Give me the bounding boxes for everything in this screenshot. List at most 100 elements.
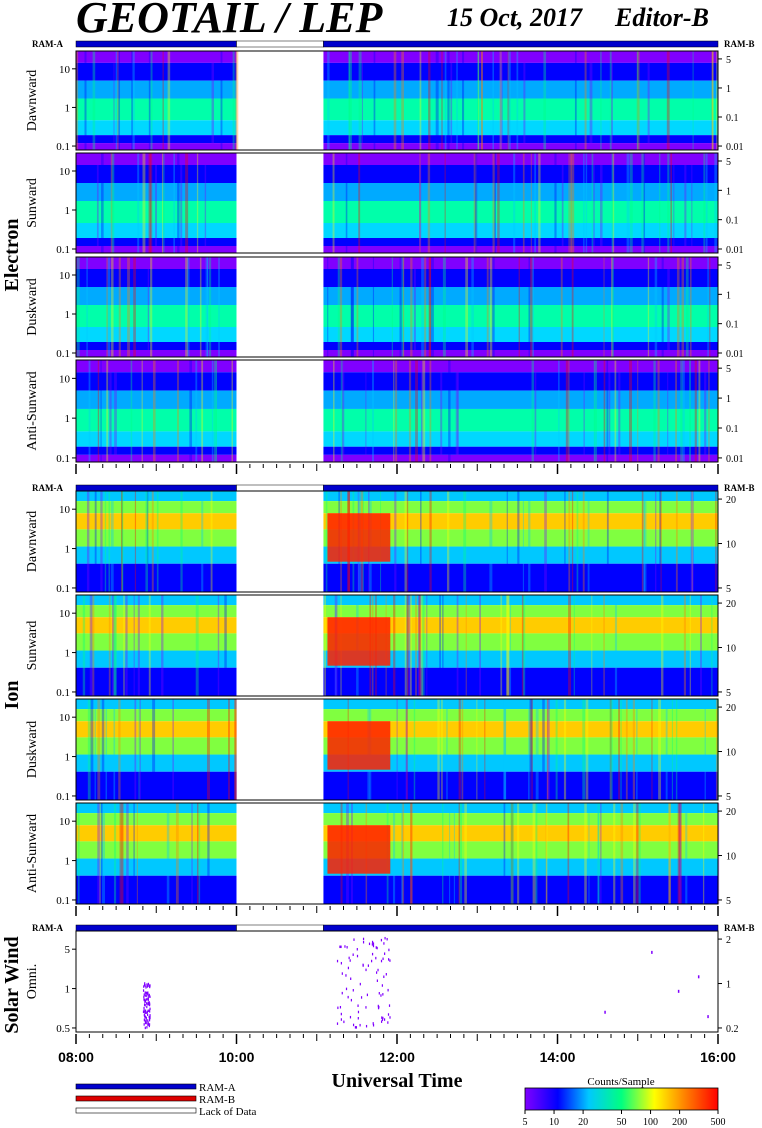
spectrum-streak xyxy=(691,153,693,253)
spectrum-band xyxy=(76,803,237,814)
spectrum-band xyxy=(76,858,237,876)
panel-electron-dawnward: Dawnward 10 1 0.1 5 1 0.1 0.01 xyxy=(25,50,744,153)
spectrum-streak xyxy=(339,257,343,357)
spectrum-streak xyxy=(554,153,557,253)
spectrum-streak xyxy=(510,803,514,904)
spectrum-streak xyxy=(84,51,87,150)
spectrum-streak xyxy=(132,51,135,150)
spectrum-streak xyxy=(125,595,128,696)
count-dot xyxy=(381,1018,384,1022)
spectrum-streak xyxy=(441,51,443,150)
count-dot xyxy=(340,945,342,949)
spectrum-streak xyxy=(218,257,220,357)
spectrum-band xyxy=(76,135,237,144)
count-dot xyxy=(143,995,145,999)
spectrum-streak xyxy=(603,595,605,696)
spectrum-streak xyxy=(107,257,111,357)
spectrum-streak xyxy=(118,257,121,357)
spectrum-streak xyxy=(418,153,422,253)
count-dot xyxy=(346,946,348,949)
spectrum-streak xyxy=(489,257,493,357)
spectrum-streak xyxy=(340,360,344,462)
spectrum-band xyxy=(323,605,718,618)
count-dot xyxy=(146,991,148,995)
spectrum-streak xyxy=(113,51,115,150)
spectrum-streak xyxy=(88,360,91,462)
spectrum-streak xyxy=(429,491,432,592)
spectrum-band xyxy=(323,305,718,327)
spectrum-streak xyxy=(207,803,210,904)
count-dot xyxy=(378,1005,380,1009)
spectrum-streak xyxy=(491,257,495,357)
spectrum-streak xyxy=(503,699,506,800)
right-tick-label: 5 xyxy=(726,157,731,168)
spectrum-band xyxy=(323,858,718,876)
spectrum-band xyxy=(76,257,237,269)
spectrum-band xyxy=(323,513,718,530)
spectrum-band xyxy=(76,201,237,223)
spectrum-streak xyxy=(455,360,459,462)
spectrum-streak xyxy=(647,257,650,357)
spectrum-band xyxy=(76,153,237,165)
spectrum-streak xyxy=(675,491,678,592)
spectrum-streak xyxy=(474,153,477,253)
spectrum-streak xyxy=(150,257,153,357)
spectrum-streak xyxy=(530,257,533,357)
spectrum-streak xyxy=(456,51,458,150)
spectrum-band xyxy=(76,98,237,121)
spectrum-streak xyxy=(459,803,463,904)
spectrum-streak xyxy=(611,153,614,253)
spectrum-streak xyxy=(497,153,500,253)
count-dot xyxy=(356,948,358,951)
spectrum-band xyxy=(76,120,237,136)
right-tick-label: 5 xyxy=(726,792,731,803)
spectrum-streak xyxy=(716,51,718,150)
spectrum-streak xyxy=(348,51,352,150)
spectrum-streak xyxy=(108,491,111,592)
count-dot xyxy=(339,1005,342,1009)
spectrum-streak xyxy=(659,491,661,592)
count-dot xyxy=(371,952,374,956)
spectrum-streak xyxy=(104,491,107,592)
spectrum-streak xyxy=(127,257,130,357)
spectrum-streak xyxy=(228,699,230,800)
spectrum-band xyxy=(323,183,718,201)
count-dot xyxy=(365,1006,367,1009)
spectrum-streak xyxy=(149,153,153,253)
count-dot xyxy=(142,989,145,992)
spectrum-streak xyxy=(641,491,644,592)
spectrum-streak xyxy=(173,153,175,253)
count-dot xyxy=(344,945,346,948)
spectrum-band xyxy=(323,153,718,165)
spectrum-streak xyxy=(99,803,101,904)
colorbar: Counts/Sample 5 10 20 50 100 200 500 xyxy=(523,1076,726,1128)
spectrum-streak xyxy=(675,360,677,462)
spectrum-streak xyxy=(341,360,345,462)
count-dot xyxy=(147,1002,149,1006)
spectrum-band xyxy=(323,699,718,710)
left-tick-label: 10 xyxy=(59,816,71,828)
spectrum-streak xyxy=(522,153,525,253)
spectrum-band xyxy=(323,238,718,246)
spectrum-streak xyxy=(528,699,530,800)
spectrum-streak xyxy=(477,51,480,150)
intense-flux-region xyxy=(327,721,391,770)
spectrum-streak xyxy=(177,360,179,462)
spectrum-streak xyxy=(442,595,444,696)
spectrum-streak xyxy=(147,257,150,357)
count-dot xyxy=(353,938,355,941)
spectrum-streak xyxy=(587,491,590,592)
count-dot xyxy=(357,1017,359,1020)
spectrum-streak xyxy=(131,51,133,150)
spectrum-streak xyxy=(571,257,574,357)
spectrum-streak xyxy=(196,803,199,904)
spectrum-streak xyxy=(94,491,97,592)
spectrum-streak xyxy=(113,803,117,904)
spectrum-streak xyxy=(641,153,645,253)
spectrum-streak xyxy=(543,51,547,150)
spectrum-streak xyxy=(667,153,670,253)
spectrum-streak xyxy=(111,257,114,357)
panel-ylabel: Dawnward xyxy=(25,511,40,572)
mode-legend: RAM-A RAM-B Lack of Data xyxy=(75,1082,257,1118)
count-dot xyxy=(383,1018,386,1021)
